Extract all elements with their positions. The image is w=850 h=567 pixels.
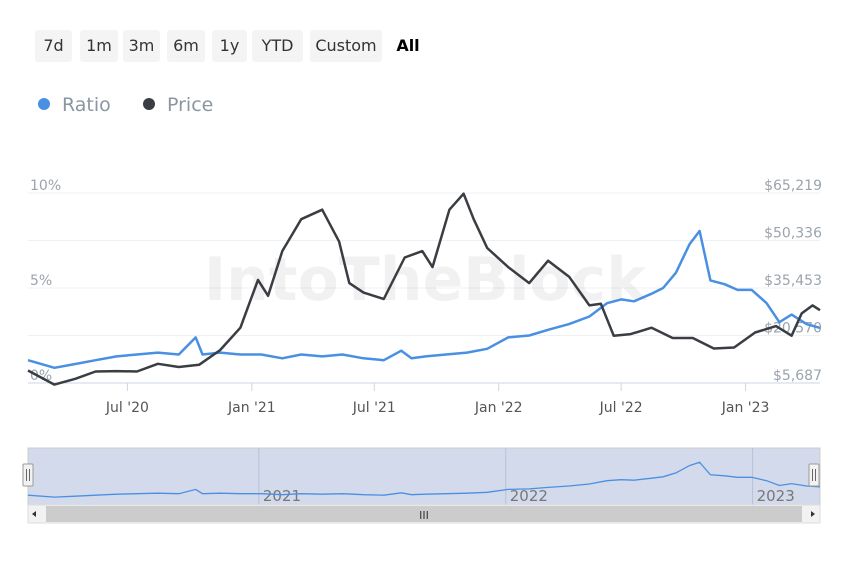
ratio-dot-icon [38, 98, 50, 110]
range-button-all[interactable]: All [396, 36, 420, 55]
x-tick-label: Jan '22 [474, 400, 523, 416]
navigator-label: 2021 [263, 487, 301, 505]
x-tick-label: Jul '21 [352, 400, 396, 416]
legend-ratio[interactable]: Ratio [38, 94, 111, 116]
range-button-7d[interactable]: 7d [35, 30, 72, 62]
navigator-right-handle[interactable] [808, 463, 820, 487]
y-right-tick-label: $50,336 [764, 226, 822, 242]
range-button-1m[interactable]: 1m [80, 30, 118, 62]
legend-price-label: Price [167, 94, 214, 116]
navigator-selected-range [27, 447, 821, 506]
navigator-left-handle[interactable] [22, 463, 34, 487]
y-left-tick-label: 10% [30, 178, 61, 194]
handle-body [22, 463, 34, 487]
scrollbar-grip: III [419, 509, 429, 522]
price-dot-icon [143, 98, 155, 110]
navigator-label: 2022 [510, 487, 548, 505]
legend-ratio-label: Ratio [62, 94, 111, 116]
range-button-1y[interactable]: 1y [212, 30, 247, 62]
scrollbar-thumb [46, 506, 802, 522]
x-tick-label: Jan '21 [227, 400, 276, 416]
navigator-series [27, 461, 821, 498]
legend-price[interactable]: Price [143, 94, 213, 116]
y-right-tick-label: $35,453 [764, 273, 822, 289]
y-right-tick-label: $5,687 [773, 368, 822, 384]
x-tick-label: Jul '20 [105, 400, 149, 416]
range-button-3m[interactable]: 3m [123, 30, 160, 62]
range-button-ytd[interactable]: YTD [252, 30, 303, 62]
scroll-right-arrow-icon [811, 511, 815, 517]
x-tick-label: Jan '23 [721, 400, 770, 416]
range-button-6m[interactable]: 6m [167, 30, 205, 62]
handle-body [808, 463, 820, 487]
navigator-label: 2023 [757, 487, 795, 505]
scroll-left-arrow-icon [32, 511, 36, 517]
y-right-tick-label: $65,219 [764, 178, 822, 194]
y-left-tick-label: 5% [30, 273, 52, 289]
x-tick-label: Jul '22 [599, 400, 643, 416]
range-button-custom[interactable]: Custom [310, 30, 382, 62]
scrollbar[interactable]: III [27, 504, 821, 524]
series-line-price [27, 192, 821, 386]
series-line-ratio [27, 229, 821, 370]
